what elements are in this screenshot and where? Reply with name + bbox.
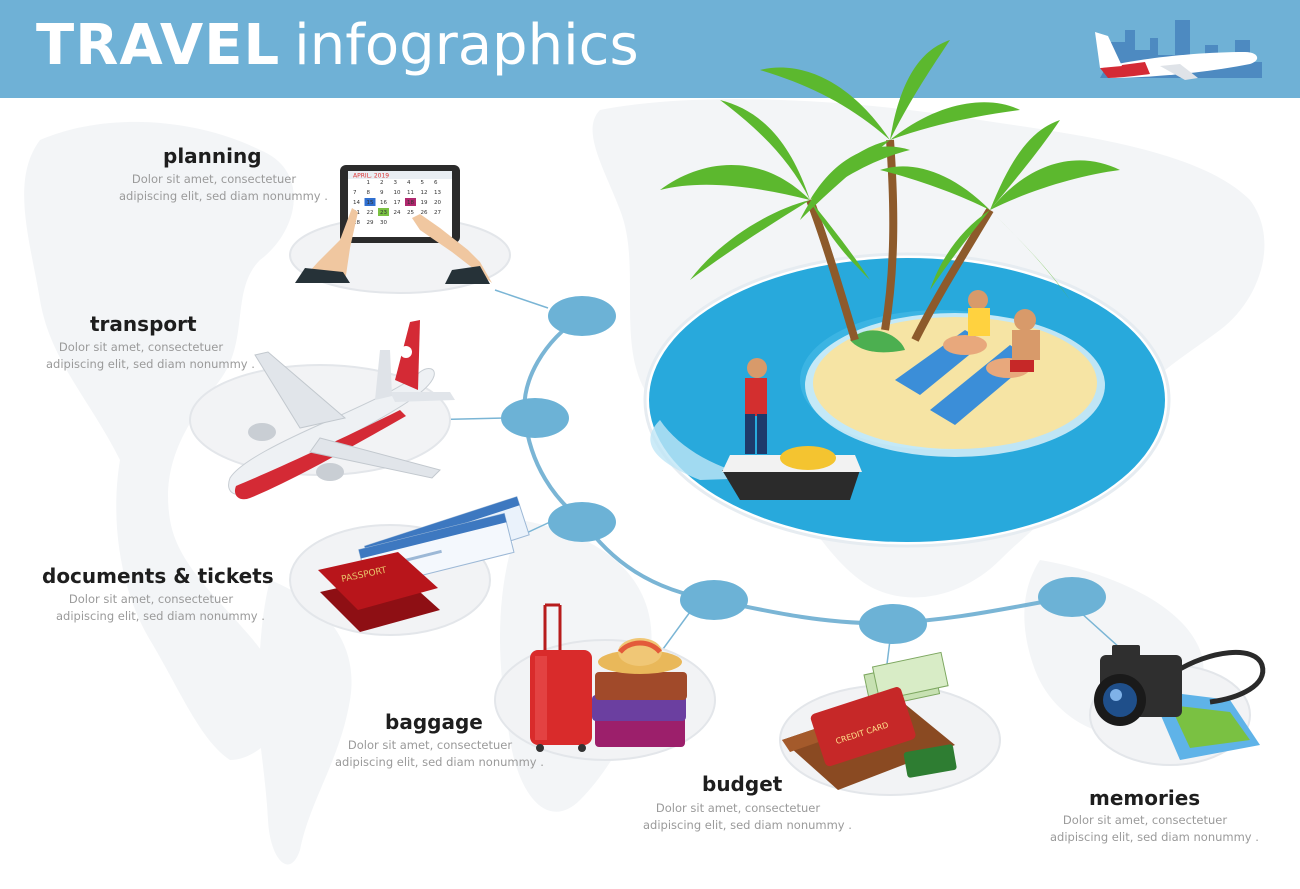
airplane-icon (228, 320, 455, 500)
header-bar (0, 0, 1300, 98)
camera-icon (1094, 645, 1266, 760)
step-label-documents: documents & tickets (42, 564, 274, 588)
calendar-day: 14 (353, 200, 360, 206)
tablet-month: APRIL, 2019 (353, 173, 389, 180)
step-desc-baggage-line1: Dolor sit amet, consectetuer (347, 738, 513, 752)
calendar-day: 26 (421, 210, 428, 216)
calendar-day: 19 (421, 200, 428, 206)
header-airplane-icon (1095, 20, 1262, 80)
calendar-highlight (378, 208, 389, 216)
jetski (650, 358, 862, 500)
calendar-cells: 1234567891011121314151617181920212223242… (353, 180, 441, 226)
step-desc-memories: Dolor sit amet, consectetuer adipiscing … (1050, 812, 1259, 846)
calendar-day: 15 (367, 200, 374, 206)
calendar-day: 28 (353, 220, 360, 226)
step-label-transport: transport (90, 312, 197, 336)
calendar-day: 4 (407, 180, 411, 186)
step-desc-documents-line2: adipiscing elit, sed diam nonummy . (56, 609, 265, 623)
calendar-day: 13 (434, 190, 441, 196)
calendar-day: 6 (434, 180, 438, 186)
calendar-day: 9 (380, 190, 384, 196)
node-documents (548, 502, 616, 542)
node-budget (859, 604, 927, 644)
step-label-baggage: baggage (385, 710, 483, 734)
calendar-day: 24 (394, 210, 401, 216)
calendar-day: 11 (407, 190, 414, 196)
calendar-day: 27 (434, 210, 441, 216)
timeline-nodes (501, 296, 1106, 644)
step-desc-budget-line1: Dolor sit amet, consectetuer (655, 801, 821, 815)
calendar-day: 8 (367, 190, 371, 196)
node-planning (548, 296, 616, 336)
calendar-day: 30 (380, 220, 387, 226)
passport-tickets-icon: PASSPORT (318, 496, 530, 632)
step-desc-memories-line1: Dolor sit amet, consectetuer (1062, 813, 1228, 827)
step-desc-transport: Dolor sit amet, consectetuer adipiscing … (46, 339, 255, 373)
step-label-planning: planning (163, 144, 262, 168)
calendar-day: 25 (407, 210, 414, 216)
calendar-day: 7 (353, 190, 357, 196)
calendar-day: 29 (367, 220, 374, 226)
step-desc-documents: Dolor sit amet, consectetuer adipiscing … (56, 591, 265, 625)
step-desc-transport-line2: adipiscing elit, sed diam nonummy . (46, 357, 255, 371)
sunbeds (895, 290, 1040, 425)
calendar-day: 22 (367, 210, 374, 216)
step-desc-documents-line1: Dolor sit amet, consectetuer (68, 592, 234, 606)
page-title: TRAVEL infographics (36, 18, 639, 74)
step-desc-budget: Dolor sit amet, consectetuer adipiscing … (643, 800, 852, 834)
luggage-icon (530, 603, 687, 752)
step-desc-planning-line2: adipiscing elit, sed diam nonummy . (119, 189, 328, 203)
title-bold: TRAVEL (36, 13, 281, 78)
node-memories (1038, 577, 1106, 617)
step-desc-planning: Dolor sit amet, consectetuer adipiscing … (119, 171, 328, 205)
calendar-day: 5 (421, 180, 425, 186)
step-desc-baggage: Dolor sit amet, consectetuer adipiscing … (335, 737, 544, 771)
calendar-day: 10 (394, 190, 401, 196)
calendar-day: 16 (380, 200, 387, 206)
step-desc-planning-line1: Dolor sit amet, consectetuer (131, 172, 297, 186)
calendar-day: 20 (434, 200, 441, 206)
calendar-highlight (364, 198, 376, 206)
calendar-day: 2 (380, 180, 384, 186)
step-desc-budget-line2: adipiscing elit, sed diam nonummy . (643, 818, 852, 832)
step-desc-transport-line1: Dolor sit amet, consectetuer (58, 340, 224, 354)
island-icon (643, 40, 1171, 548)
calendar-day: 1 (367, 180, 371, 186)
calendar-day: 3 (394, 180, 398, 186)
node-baggage (680, 580, 748, 620)
calendar-highlight (405, 198, 416, 206)
calendar-day: 23 (380, 210, 387, 216)
calendar-day: 18 (407, 200, 414, 206)
node-transport (501, 398, 569, 438)
calendar-day: 12 (421, 190, 428, 196)
step-desc-memories-line2: adipiscing elit, sed diam nonummy . (1050, 830, 1259, 844)
step-label-budget: budget (702, 772, 783, 796)
step-label-memories: memories (1089, 786, 1201, 810)
title-light: infographics (294, 13, 639, 78)
wallet-icon: CREDIT CARD (782, 651, 957, 790)
calendar-day: 17 (394, 200, 401, 206)
step-desc-baggage-line2: adipiscing elit, sed diam nonummy . (335, 755, 544, 769)
